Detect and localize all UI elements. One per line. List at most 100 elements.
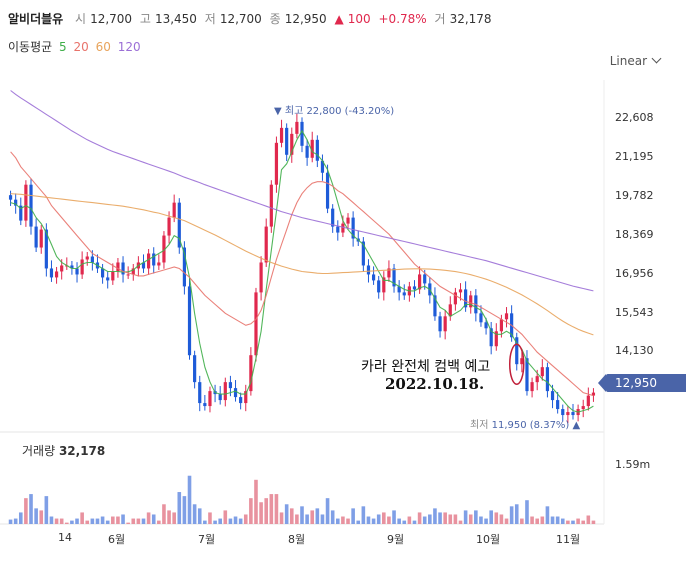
volume-bar: [269, 494, 274, 524]
open-label: 시: [75, 12, 87, 26]
candle: [198, 382, 202, 404]
volume-label: 거: [434, 12, 446, 26]
candle: [556, 400, 560, 410]
volume-bar: [351, 508, 355, 524]
annotation-note: 카라 완전체 컴백 예고: [361, 359, 491, 375]
volume-bar: [249, 498, 253, 524]
candle: [489, 328, 493, 347]
volume-bar: [474, 510, 478, 524]
scale-selector[interactable]: Linear: [610, 53, 662, 68]
candle: [494, 331, 498, 347]
candle: [550, 391, 555, 401]
candle: [433, 295, 437, 317]
candle: [49, 268, 54, 278]
candle: [315, 139, 319, 161]
candle: [346, 217, 350, 224]
candle: [80, 259, 84, 275]
volume-bar: [489, 510, 493, 524]
volume-bar: [325, 498, 330, 524]
volume-bar: [259, 502, 263, 524]
volume-bar: [284, 504, 289, 524]
candle: [14, 199, 18, 206]
candle: [402, 292, 406, 296]
volume-bar: [545, 506, 550, 524]
x-tick: 7월: [198, 533, 216, 546]
candle: [331, 208, 335, 227]
change-arrow-icon: ▲: [334, 12, 344, 26]
volume-bar: [392, 510, 396, 524]
candle: [172, 202, 176, 218]
candle: [515, 337, 519, 365]
volume-bar: [422, 516, 427, 524]
volume-bar: [218, 518, 222, 524]
candle: [8, 195, 13, 200]
candle: [438, 316, 442, 332]
y-tick: 15,543: [615, 306, 654, 319]
volume-bar: [412, 520, 417, 524]
ma-legend-20[interactable]: 20: [73, 40, 89, 54]
candle: [591, 392, 596, 396]
candle: [203, 403, 207, 407]
volume-bar: [80, 512, 84, 524]
volume-bar: [366, 516, 371, 524]
volume-bar: [550, 516, 555, 524]
candle: [453, 292, 457, 305]
candle: [111, 271, 115, 281]
annotation-date: 2022.10.18.: [385, 375, 485, 393]
volume-bar: [320, 514, 325, 524]
candle: [244, 391, 248, 404]
candle: [371, 274, 376, 281]
ma-legend-120[interactable]: 120: [117, 40, 141, 54]
candle: [126, 274, 130, 276]
volume-bar: [397, 518, 401, 524]
volume-bar: [520, 518, 524, 524]
candle: [233, 388, 238, 398]
candle: [566, 412, 570, 416]
volume-bar: [54, 518, 59, 524]
x-tick: 14: [58, 531, 72, 544]
volume-bar: [300, 506, 304, 524]
volume-bar: [458, 520, 463, 524]
candle: [320, 160, 325, 173]
volume-bar: [330, 510, 335, 524]
candle: [147, 253, 151, 269]
volume-bar: [197, 508, 202, 524]
volume-bar: [131, 518, 136, 524]
ma-legend: 이동평균 5 20 60 120: [8, 38, 144, 55]
volume-bar: [18, 512, 23, 524]
y-tick: 18,369: [615, 228, 654, 241]
candle: [90, 256, 94, 263]
ma-legend-5[interactable]: 5: [59, 40, 67, 54]
candle: [39, 229, 43, 248]
candle: [187, 286, 192, 356]
volume-bar: [305, 514, 309, 524]
volume-bar: [105, 520, 110, 524]
candle: [141, 262, 146, 269]
volume-bar: [141, 518, 146, 524]
volume-bar: [586, 515, 591, 524]
candle: [545, 367, 550, 392]
candle: [177, 202, 181, 248]
volume-bar: [254, 479, 258, 524]
volume-bar: [85, 520, 90, 524]
volume-bar: [238, 518, 243, 524]
candle: [341, 223, 345, 233]
candle: [392, 268, 396, 287]
event-circle: [508, 343, 525, 385]
open-value: 12,700: [90, 12, 133, 26]
candle: [504, 313, 509, 320]
volume-bar: [29, 494, 33, 524]
volume-bar: [315, 508, 320, 524]
stock-name: 알비더블유: [8, 12, 64, 26]
volume-bar: [443, 512, 447, 524]
y-tick: 21,195: [615, 150, 654, 163]
volume-bar: [576, 518, 580, 524]
candle: [85, 256, 89, 260]
volume-bar: [24, 498, 28, 524]
volume-bar: [438, 512, 442, 524]
volume-bar: [121, 514, 125, 524]
volume-bar: [177, 492, 182, 524]
candle: [44, 229, 48, 269]
ma-legend-60[interactable]: 60: [95, 40, 111, 54]
candle: [336, 226, 340, 233]
